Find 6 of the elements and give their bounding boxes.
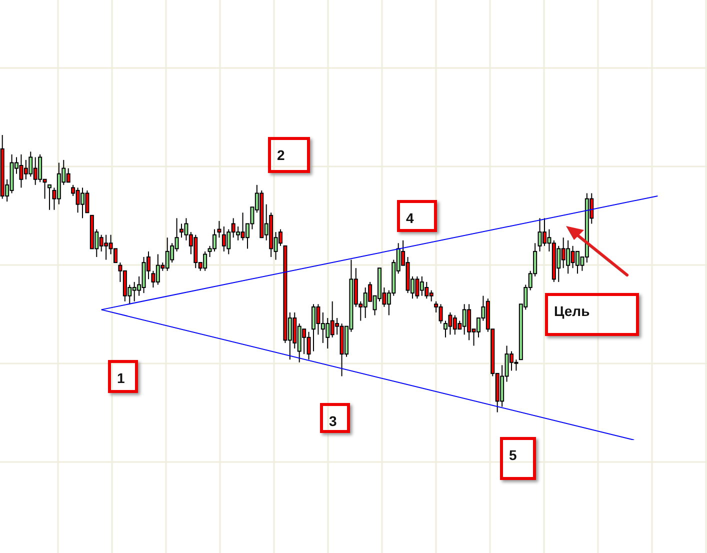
annotation: Цель <box>554 303 590 319</box>
text: 5 <box>509 447 517 463</box>
text: 3 <box>329 413 337 429</box>
annotation: 4 <box>406 210 414 226</box>
annotation: 2 <box>277 147 285 163</box>
annotation: 1 <box>117 370 125 386</box>
